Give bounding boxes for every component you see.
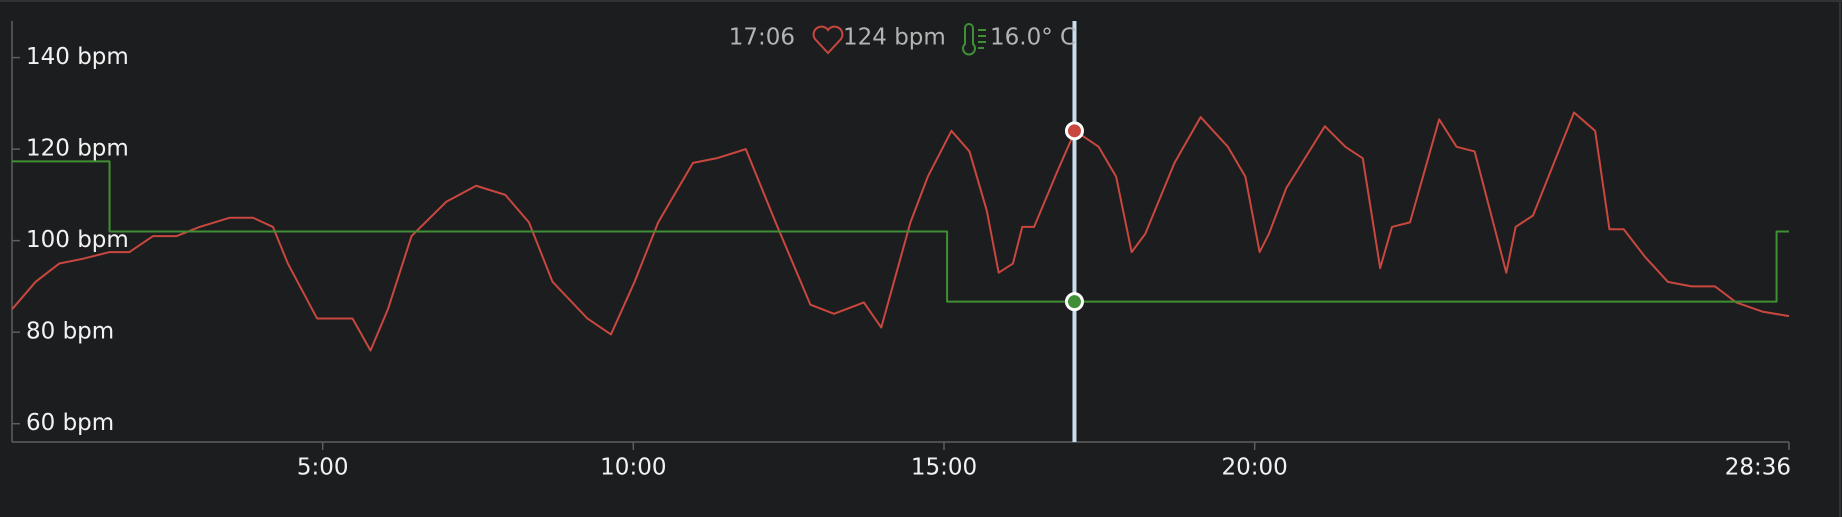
thermometer-icon: [962, 23, 986, 56]
x-tick-label: 20:00: [1222, 455, 1288, 481]
y-tick-label: 80 bpm: [26, 319, 114, 345]
tooltip-time: 17:06: [729, 25, 795, 51]
y-tick-label: 140 bpm: [26, 44, 129, 70]
cursor-temperature-dot: [1064, 292, 1084, 312]
cursor-heart-rate-dot: [1064, 121, 1084, 141]
x-tick-label: 5:00: [297, 455, 349, 481]
y-tick-label: 60 bpm: [26, 410, 114, 436]
heart-icon: [812, 25, 844, 55]
x-tick-label: 15:00: [911, 455, 977, 481]
tooltip-temperature: 16.0° C: [990, 25, 1076, 51]
x-tick-label: 10:00: [600, 455, 666, 481]
temperature-line: [12, 160, 1789, 303]
tooltip-heart-rate: 124 bpm: [843, 25, 946, 51]
y-tick-label: 120 bpm: [26, 136, 129, 162]
heart-rate-line: [11, 111, 1790, 352]
x-tick-label: 28:36: [1725, 455, 1791, 481]
